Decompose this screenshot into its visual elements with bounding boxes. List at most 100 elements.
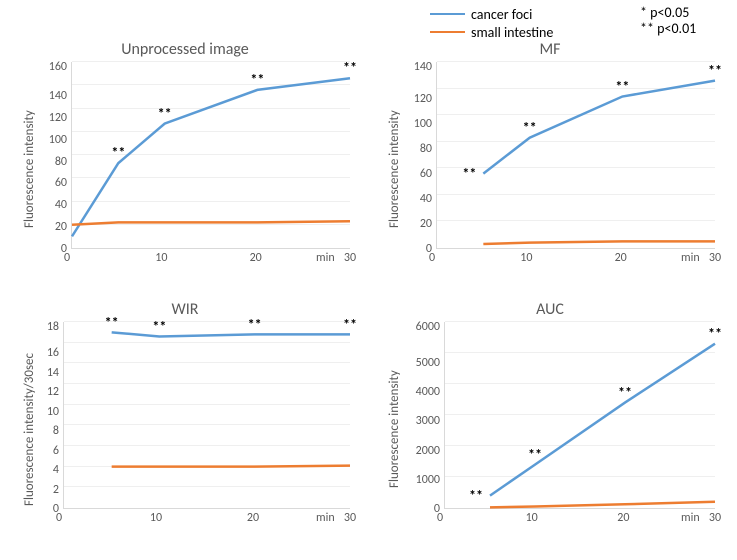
x-tick: 20 (250, 251, 262, 265)
y-tick: 10 (47, 406, 59, 418)
y-tick: 2 (53, 484, 59, 496)
x-tick: 30 (344, 511, 356, 525)
sig-p01: ** p<0.01 (640, 21, 696, 37)
legend-label-intestine: small intestine (471, 24, 553, 41)
y-tick: 14 (47, 367, 59, 379)
x-tick: 20 (247, 511, 259, 525)
y-tick: 40 (55, 199, 67, 211)
plot-wrap: Fluorescence intensity/30sec 18 16 14 12 10 8 6… (20, 322, 350, 537)
plot-area: ******** (71, 62, 350, 249)
x-tick: 0 (64, 251, 70, 265)
x-tick: 10 (150, 511, 162, 525)
sig-marker: ** (250, 71, 264, 88)
y-tick: 140 (414, 61, 432, 73)
sig-marker: ** (343, 59, 357, 76)
x-unit: min (316, 251, 335, 277)
y-tick: 2000 (416, 445, 440, 457)
plot-area: ******** (436, 62, 715, 249)
plot-wrap: Fluorescence intensity 6000 5000 4000 3000 20… (385, 322, 715, 537)
series-intestine (112, 466, 350, 467)
y-tick: 80 (420, 143, 432, 155)
panel-title: MF (385, 40, 715, 60)
y-ticks: 6000500040003000200010000 (402, 322, 444, 509)
series-svg (445, 322, 715, 508)
y-tick: 16 (47, 347, 59, 359)
y-axis-label: Fluorescence intensity/30sec (20, 322, 37, 537)
plot-area: ******** (444, 322, 715, 509)
y-tick: 3000 (416, 415, 440, 427)
x-ticks: 0102030min (67, 249, 350, 277)
x-unit: min (316, 511, 335, 537)
y-tick: 60 (55, 177, 67, 189)
y-ticks: 181614121086420 (37, 322, 63, 509)
y-tick: 100 (49, 134, 67, 146)
y-tick: 20 (55, 221, 67, 233)
x-tick: 30 (709, 511, 721, 525)
y-tick: 120 (414, 93, 432, 105)
x-tick: 10 (526, 511, 538, 525)
y-tick: 100 (414, 118, 432, 130)
sig-marker: ** (528, 446, 542, 463)
sig-marker: ** (523, 119, 537, 136)
legend-line-intestine (430, 31, 465, 33)
plot-wrap: Fluorescence intensity140120100806040200… (385, 62, 715, 277)
y-tick: 80 (55, 156, 67, 168)
y-tick: 8 (53, 425, 59, 437)
legend-cancer: cancer foci (430, 5, 553, 23)
y-tick: 12 (47, 386, 59, 398)
sig-marker: ** (158, 105, 172, 122)
y-tick: 60 (420, 168, 432, 180)
y-tick: 40 (420, 193, 432, 205)
x-unit: min (681, 511, 700, 537)
y-tick: 4 (53, 464, 59, 476)
x-tick: 10 (520, 251, 532, 265)
y-axis-label: Fluorescence intensity (385, 322, 402, 537)
panel-title: Unprocessed image (20, 40, 350, 60)
legend-label-cancer: cancer foci (471, 6, 532, 23)
y-ticks: 160140120100806040200 (37, 62, 71, 249)
x-tick: 20 (617, 511, 629, 525)
sig-marker: ** (469, 487, 483, 504)
y-tick: 6000 (416, 321, 440, 333)
panel-auc: AUC Fluorescence intensity 6000 5000 4000 300… (385, 300, 715, 540)
legend-line-cancer (430, 13, 465, 15)
sig-marker: ** (248, 316, 262, 333)
y-tick: 120 (49, 112, 67, 124)
series-svg (64, 322, 350, 508)
y-axis-label: Fluorescence intensity (20, 62, 37, 277)
legend-intestine: small intestine (430, 23, 553, 41)
y-axis-label: Fluorescence intensity (385, 62, 402, 277)
x-ticks: 0102030min (440, 509, 715, 537)
y-ticks: 140120100806040200 (402, 62, 436, 249)
x-ticks: 0102030min (432, 249, 715, 277)
y-tick: 6 (53, 445, 59, 457)
significance-note: * p<0.05 ** p<0.01 (640, 5, 696, 37)
y-tick: 140 (49, 90, 67, 102)
x-tick: 0 (56, 511, 62, 525)
x-tick: 20 (615, 251, 627, 265)
sig-marker: ** (462, 165, 476, 182)
sig-marker: ** (618, 384, 632, 401)
plot-wrap: Fluorescence intensity160140120100806040… (20, 62, 350, 277)
series-intestine (483, 241, 715, 244)
panel-mf: MF Fluorescence intensity 140 120 100 80 60 40 2… (385, 40, 715, 280)
y-tick: 4000 (416, 386, 440, 398)
panel-title: AUC (385, 300, 715, 320)
y-tick: 160 (49, 61, 67, 73)
y-tick: 5000 (416, 357, 440, 369)
y-tick: 20 (420, 218, 432, 230)
sig-marker: ** (615, 78, 629, 95)
y-tick: 18 (47, 321, 59, 333)
sig-p05: * p<0.05 (640, 5, 696, 21)
x-tick: 10 (155, 251, 167, 265)
x-unit: min (681, 251, 700, 277)
legend: cancer foci small intestine (430, 5, 553, 41)
x-tick: 30 (344, 251, 356, 265)
sig-marker: ** (152, 318, 166, 335)
series-intestine (490, 502, 715, 508)
panel-unprocessed: Unprocessed image Fluorescence intensity 1… (20, 40, 350, 280)
plot-area: ******** (63, 322, 350, 509)
series-cancer (483, 81, 715, 174)
x-tick: 0 (437, 511, 443, 525)
x-tick: 30 (709, 251, 721, 265)
